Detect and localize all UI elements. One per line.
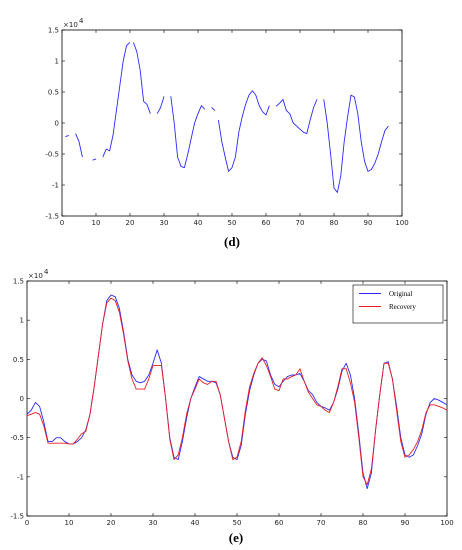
x-tick-label: 40 bbox=[191, 519, 200, 527]
scale-label: ×10 bbox=[28, 272, 43, 280]
x-tick-label: 60 bbox=[262, 219, 271, 227]
x-tick-label: 100 bbox=[395, 219, 408, 227]
x-tick-label: 10 bbox=[65, 519, 74, 527]
y-tick-label: 0.5 bbox=[13, 356, 24, 364]
x-tick-label: 90 bbox=[364, 219, 373, 227]
series-line-segment bbox=[275, 98, 318, 134]
y-tick-label: -1.5 bbox=[45, 213, 59, 221]
chart-d: 0 10 20 30 40 50 60 70 80 90 100 -1.5 -1 -0.5 0 0.5 1 1.5… bbox=[45, 17, 408, 249]
series-line-segment bbox=[211, 107, 216, 111]
x-tick-label: 40 bbox=[194, 219, 203, 227]
x-tick-label: 50 bbox=[228, 219, 237, 227]
x-tick-label: 20 bbox=[107, 519, 116, 527]
series-line-segment bbox=[102, 42, 131, 158]
x-tick-label: 30 bbox=[160, 219, 169, 227]
x-tick-label: 50 bbox=[233, 519, 242, 527]
series-line-segment bbox=[65, 134, 69, 138]
y-tick-label: -1.5 bbox=[10, 513, 24, 521]
x-tick-label: 30 bbox=[149, 519, 158, 527]
y-tick-label: -1 bbox=[52, 182, 59, 190]
x-tick-label: 0 bbox=[60, 219, 64, 227]
scale-exponent: 4 bbox=[44, 268, 49, 276]
series-line-segment bbox=[217, 90, 270, 172]
x-tick-label: 100 bbox=[440, 519, 453, 527]
y-tick-label: 1 bbox=[55, 58, 59, 66]
series-line-segment bbox=[92, 158, 97, 161]
series-line-recovery bbox=[26, 297, 448, 486]
series-line-segment bbox=[323, 94, 389, 193]
x-tick-label: 10 bbox=[92, 219, 101, 227]
y-tick-label: 0 bbox=[20, 395, 24, 403]
x-tick-label: 60 bbox=[275, 519, 284, 527]
plot-frame bbox=[61, 29, 403, 217]
x-tick-label: 0 bbox=[25, 519, 29, 527]
scale-exponent: 4 bbox=[79, 17, 84, 25]
x-tick-label: 20 bbox=[126, 219, 135, 227]
x-tick-label: 90 bbox=[401, 519, 410, 527]
series-line-segment bbox=[156, 96, 165, 114]
y-tick-label: -1 bbox=[17, 473, 24, 481]
y-tick-label: -0.5 bbox=[10, 434, 24, 442]
panel-label: (e) bbox=[229, 530, 243, 545]
y-tick-label: 0 bbox=[55, 120, 59, 128]
x-tick-label: 70 bbox=[296, 219, 305, 227]
panel-label: (d) bbox=[224, 234, 240, 249]
y-tick-label: 1 bbox=[20, 317, 24, 325]
y-tick-label: -0.5 bbox=[45, 151, 59, 159]
legend-label-original: Original bbox=[389, 290, 412, 298]
y-tick-label: 0.5 bbox=[48, 89, 59, 97]
x-tick-label: 70 bbox=[317, 519, 326, 527]
x-tick-label: 80 bbox=[359, 519, 368, 527]
legend-label-recovery: Recovery bbox=[389, 303, 416, 311]
series-line-segment bbox=[75, 133, 83, 158]
series-line-segment bbox=[132, 42, 151, 114]
chart-e: 0 10 20 30 40 50 60 70 80 90 100 -1.5 -1 -0.5 0 0.5 1 1.5… bbox=[10, 268, 453, 545]
x-tick-label: 80 bbox=[330, 219, 339, 227]
y-tick-label: 1.5 bbox=[48, 27, 59, 35]
legend-box bbox=[352, 284, 444, 324]
y-tick-label: 1.5 bbox=[13, 278, 24, 286]
scale-label: ×10 bbox=[63, 21, 78, 29]
series-line-segment bbox=[170, 96, 206, 169]
